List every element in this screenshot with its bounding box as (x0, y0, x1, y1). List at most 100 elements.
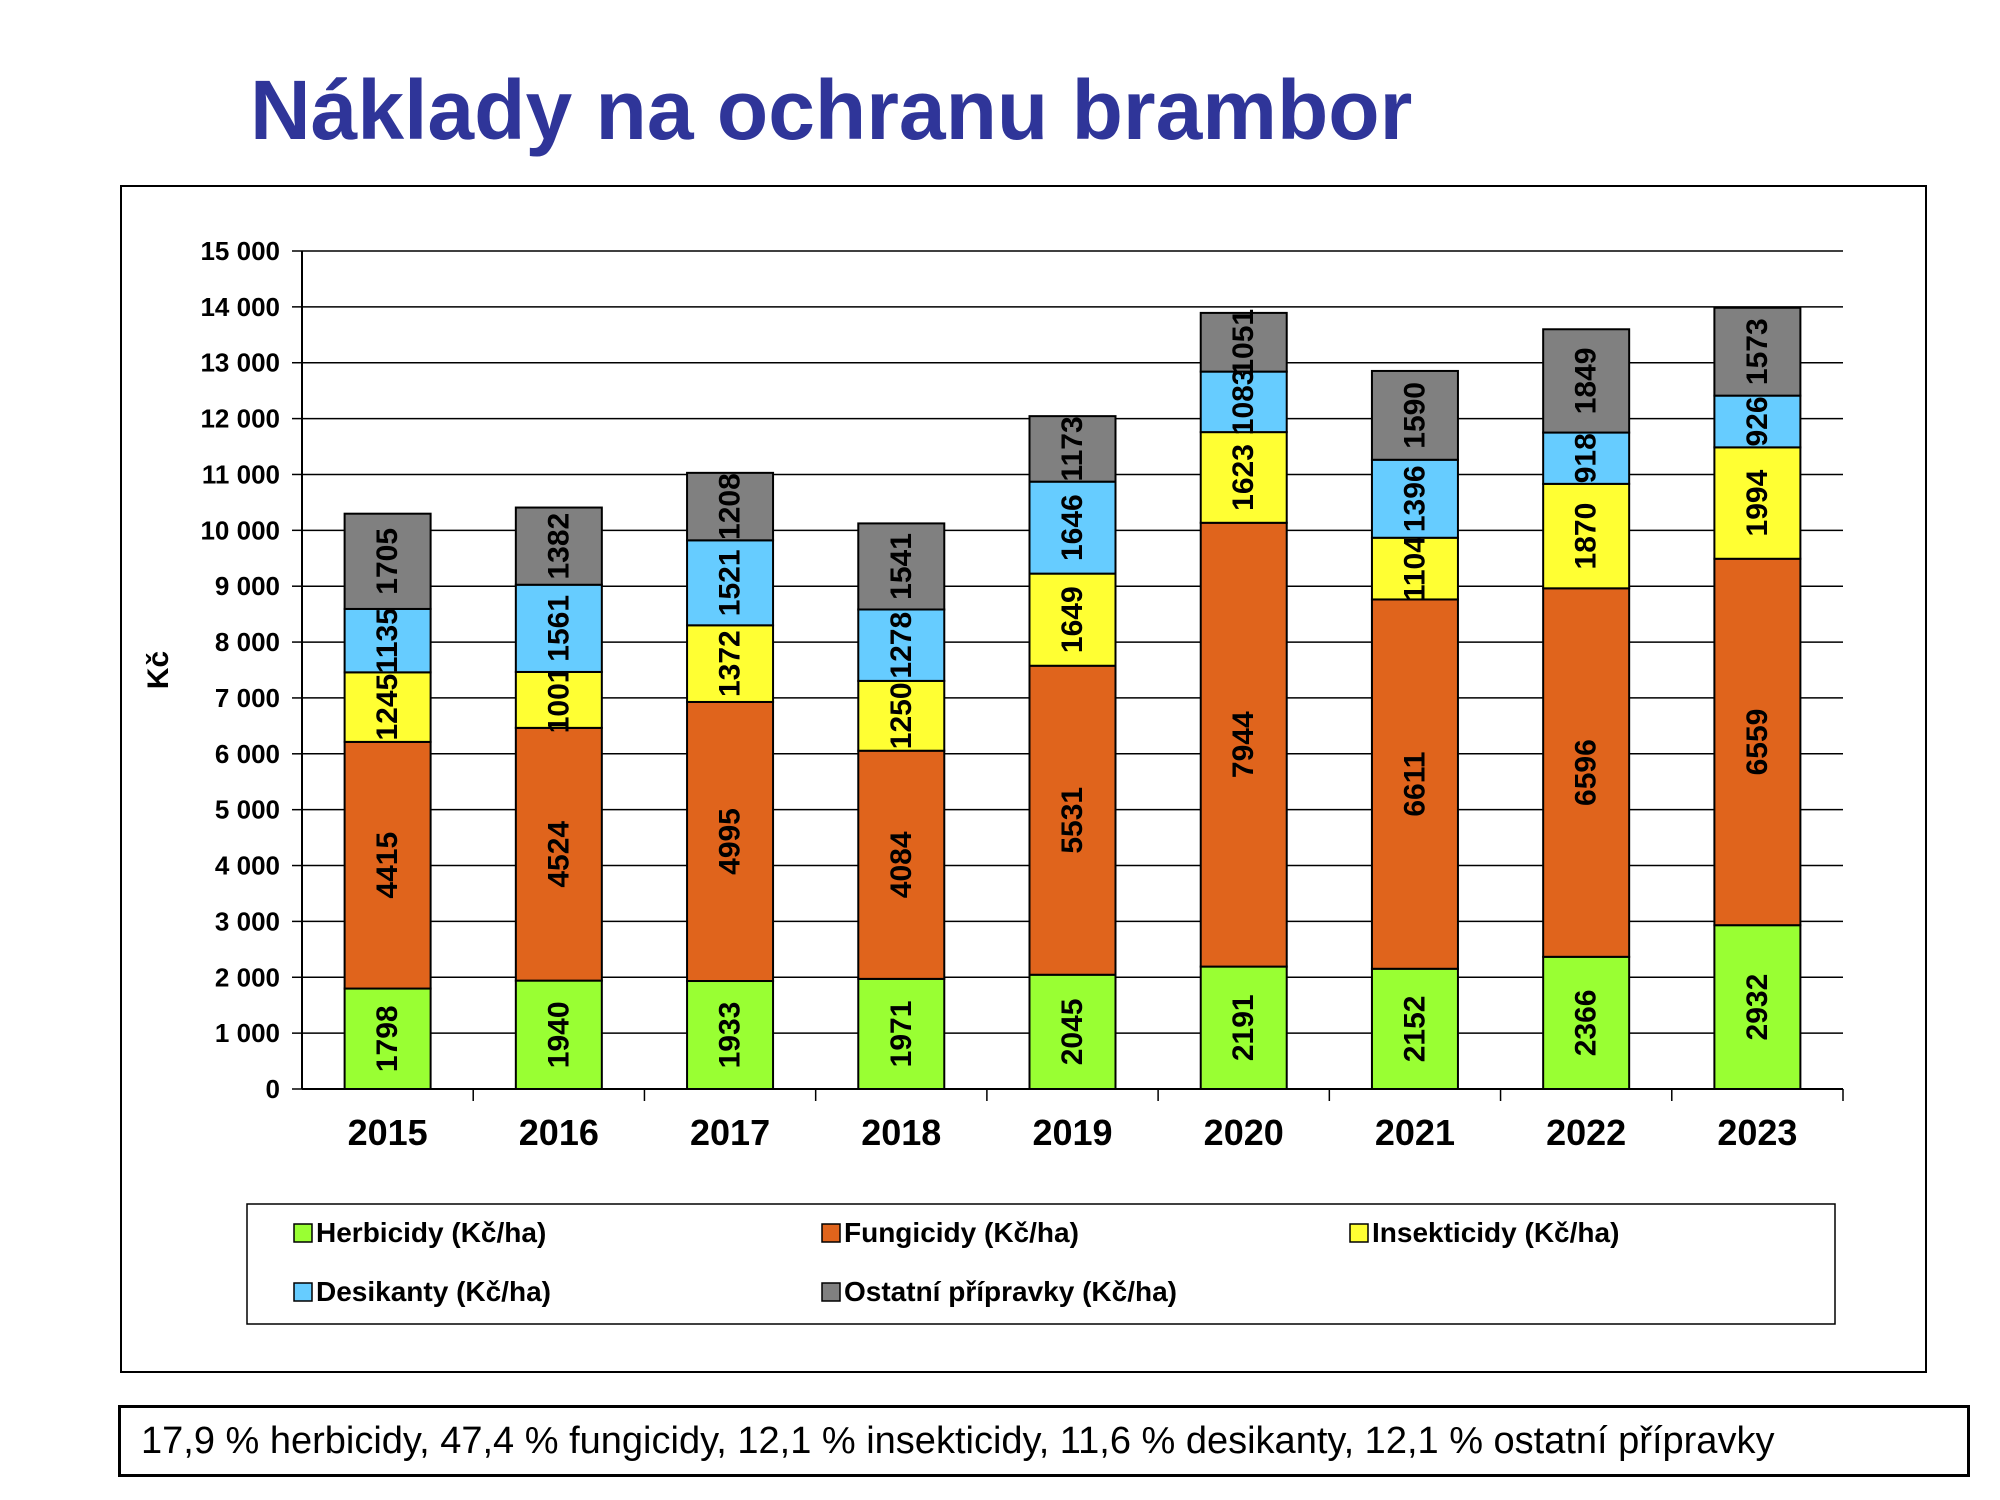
legend-label: Ostatní přípravky (Kč/ha) (844, 1276, 1177, 1307)
y-tick-label: 1 000 (215, 1018, 280, 1048)
bar-segment (1542, 431, 1631, 485)
legend-label: Insekticidy (Kč/ha) (1372, 1217, 1619, 1248)
bar-segment (514, 726, 603, 982)
page-title: Náklady na ochranu brambor (250, 63, 1413, 157)
x-tick-label: 2019 (1032, 1112, 1112, 1153)
y-tick-label: 8 000 (215, 627, 280, 657)
bar-segment (1199, 965, 1288, 1090)
legend-box (246, 1203, 1836, 1325)
bar-segment (343, 740, 432, 990)
y-tick-label: 4 000 (215, 851, 280, 881)
data-label: 1278 (885, 612, 918, 679)
y-tick-label: 15 000 (200, 236, 280, 266)
legend-swatch (293, 1223, 313, 1243)
x-tick-label: 2017 (690, 1112, 770, 1153)
data-label: 1705 (371, 528, 404, 595)
bar-segment (1028, 480, 1117, 575)
data-label: 4995 (714, 808, 747, 875)
x-tick-label: 2015 (348, 1112, 428, 1153)
data-label: 1994 (1741, 469, 1774, 536)
data-label: 5531 (1056, 787, 1089, 854)
data-label: 2932 (1741, 974, 1774, 1041)
legend-swatch (293, 1282, 313, 1302)
bar-segment (514, 506, 603, 586)
y-tick-label: 13 000 (200, 348, 280, 378)
bar-segment (1028, 572, 1117, 667)
data-label: 1104 (1398, 536, 1431, 601)
bar-segment (686, 471, 775, 542)
data-label: 6559 (1741, 709, 1774, 776)
data-label: 1396 (1398, 465, 1431, 532)
bar-segment (1713, 446, 1802, 560)
y-tick-label: 9 000 (215, 571, 280, 601)
bar-segment (1370, 369, 1459, 461)
x-tick-label: 2020 (1204, 1112, 1284, 1153)
chart-frame: 0 1 000 2 000 3 000 4 000 5 000 6 000 7 000 8 00… (120, 185, 1927, 1373)
data-label: 1051 (1227, 309, 1260, 376)
x-tick-label: 2022 (1546, 1112, 1626, 1153)
y-axis-label: Kč (142, 651, 175, 689)
bar-segment (1713, 557, 1802, 927)
bar-segment (857, 608, 946, 682)
data-label: 1933 (714, 1002, 747, 1069)
bar-segment (514, 979, 603, 1090)
data-label: 1623 (1227, 444, 1260, 511)
y-tick-label: 6 000 (215, 739, 280, 769)
data-label: 1382 (542, 513, 575, 580)
bar-segment (1542, 955, 1631, 1090)
data-label: 1208 (714, 473, 747, 540)
data-label: 2366 (1570, 990, 1603, 1057)
bar-segment (857, 749, 946, 980)
bar-segment (1370, 967, 1459, 1091)
legend: Herbicidy (Kč/ha) Fungicidy (Kč/ha) Insekt… (246, 1203, 1836, 1325)
data-label: 1646 (1056, 494, 1089, 561)
legend-swatch (1349, 1223, 1369, 1243)
bar-segment (1713, 924, 1802, 1090)
data-label: 6611 (1398, 752, 1431, 817)
y-tick-label: 2 000 (215, 962, 280, 992)
data-label: 4524 (542, 821, 575, 888)
y-tick-label: 7 000 (215, 683, 280, 713)
bar-segment (1713, 306, 1802, 397)
bar-segment (1370, 598, 1459, 970)
plot-area: 0 1 000 2 000 3 000 4 000 5 000 6 000 7 000 8 00… (142, 236, 1844, 1153)
data-label: 1001 (542, 667, 575, 734)
y-tick-label: 14 000 (200, 292, 280, 322)
data-label: 918 (1570, 433, 1603, 483)
y-tick-label: 10 000 (200, 515, 280, 545)
data-label: 1940 (542, 1001, 575, 1068)
legend-label: Desikanty (Kč/ha) (316, 1276, 551, 1307)
x-tick-label: 2021 (1375, 1112, 1455, 1153)
bar-segment (1028, 415, 1117, 483)
summary-text: 17,9 % herbicidy, 47,4 % fungicidy, 12,1… (118, 1405, 1970, 1477)
data-label: 4415 (371, 832, 404, 899)
data-label: 4084 (885, 831, 918, 898)
data-label: 926 (1741, 396, 1774, 446)
data-label: 1135 (371, 608, 404, 673)
bar-segment (343, 512, 432, 610)
data-label: 1870 (1570, 503, 1603, 570)
bar-segment (1028, 664, 1117, 976)
x-tick-label: 2023 (1717, 1112, 1797, 1153)
bar-segment (1542, 328, 1631, 434)
bar-segment (514, 583, 603, 673)
bar-segment (514, 670, 603, 729)
data-label: 1083 (1227, 368, 1260, 435)
data-label: 6596 (1570, 739, 1603, 806)
x-tick-label: 2018 (861, 1112, 941, 1153)
data-label: 1590 (1398, 382, 1431, 449)
data-label: 1250 (885, 682, 918, 749)
legend-label: Fungicidy (Kč/ha) (844, 1217, 1079, 1248)
data-label: 1849 (1570, 348, 1603, 415)
legend-label: Herbicidy (Kč/ha) (316, 1217, 546, 1248)
stacked-bar-chart: 0 1 000 2 000 3 000 4 000 5 000 6 000 7 000 8 00… (142, 236, 1844, 1325)
bar-segment (1713, 394, 1802, 449)
data-label: 1173 (1056, 416, 1089, 481)
data-label: 1798 (371, 1005, 404, 1072)
data-label: 1561 (542, 595, 575, 662)
y-tick-label: 12 000 (200, 404, 280, 434)
bar-segment (1370, 536, 1459, 601)
bar-segment (343, 607, 432, 674)
y-tick-label: 0 (266, 1074, 280, 1104)
bar-segment (1199, 370, 1288, 434)
